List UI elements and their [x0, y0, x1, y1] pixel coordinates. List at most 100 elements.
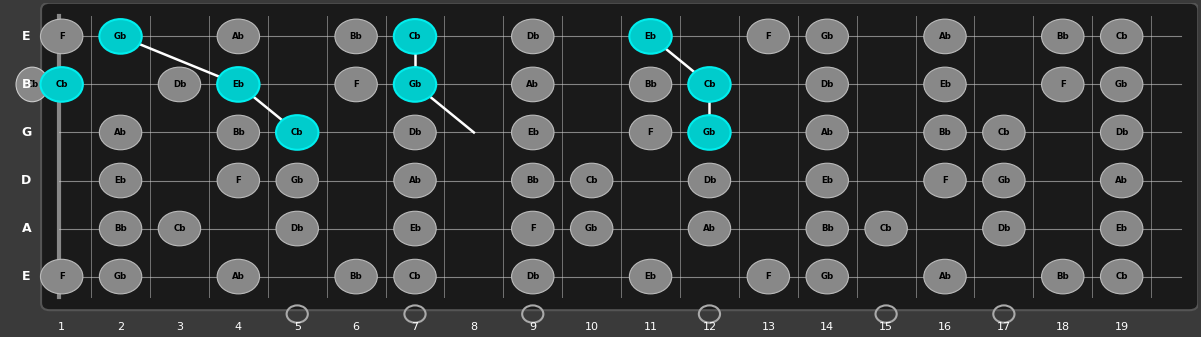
Text: Gb: Gb [408, 80, 422, 89]
Text: Gb: Gb [820, 272, 833, 281]
Text: Gb: Gb [703, 128, 716, 137]
Text: 2: 2 [116, 322, 124, 332]
Text: Gb: Gb [114, 32, 127, 41]
Ellipse shape [512, 163, 554, 198]
Ellipse shape [688, 211, 730, 246]
Text: Cb: Cb [585, 176, 598, 185]
Text: Eb: Eb [410, 224, 422, 233]
Ellipse shape [982, 163, 1026, 198]
Text: Eb: Eb [232, 80, 244, 89]
Text: Eb: Eb [645, 272, 657, 281]
Ellipse shape [394, 259, 436, 294]
Ellipse shape [217, 115, 259, 150]
Text: Bb: Bb [939, 128, 951, 137]
Text: Bb: Bb [349, 32, 363, 41]
Text: Ab: Ab [703, 224, 716, 233]
Text: Eb: Eb [821, 176, 833, 185]
Ellipse shape [100, 211, 142, 246]
Text: E: E [22, 270, 30, 283]
Ellipse shape [924, 19, 966, 54]
Text: Cb: Cb [408, 32, 422, 41]
Text: F: F [235, 176, 241, 185]
Ellipse shape [747, 259, 789, 294]
Ellipse shape [276, 211, 318, 246]
Text: Cb: Cb [55, 80, 68, 89]
Ellipse shape [394, 163, 436, 198]
Text: F: F [59, 32, 65, 41]
Text: Eb: Eb [527, 128, 539, 137]
Text: Bb: Bb [526, 176, 539, 185]
Ellipse shape [747, 19, 789, 54]
Text: 17: 17 [997, 322, 1011, 332]
Ellipse shape [688, 163, 730, 198]
Text: Gb: Gb [114, 272, 127, 281]
Text: Ab: Ab [232, 272, 245, 281]
Text: Gb: Gb [585, 224, 598, 233]
Ellipse shape [276, 115, 318, 150]
Ellipse shape [629, 67, 671, 102]
Text: Cb: Cb [1116, 32, 1128, 41]
Text: Ab: Ab [938, 32, 951, 41]
Text: Ab: Ab [408, 176, 422, 185]
Text: Db: Db [703, 176, 716, 185]
Text: 10: 10 [585, 322, 598, 332]
Text: Eb: Eb [114, 176, 126, 185]
Ellipse shape [806, 163, 848, 198]
Ellipse shape [806, 67, 848, 102]
Ellipse shape [335, 19, 377, 54]
Text: Db: Db [997, 224, 1010, 233]
Text: Bb: Bb [820, 224, 833, 233]
Text: G: G [22, 126, 31, 139]
Ellipse shape [512, 259, 554, 294]
Text: F: F [765, 272, 771, 281]
Ellipse shape [159, 211, 201, 246]
Text: Db: Db [1115, 128, 1129, 137]
Text: Cb: Cb [408, 272, 422, 281]
FancyBboxPatch shape [41, 3, 1199, 310]
Ellipse shape [512, 211, 554, 246]
Ellipse shape [217, 163, 259, 198]
Ellipse shape [806, 211, 848, 246]
Text: Ab: Ab [1116, 176, 1128, 185]
Ellipse shape [100, 19, 142, 54]
Ellipse shape [806, 115, 848, 150]
Text: F: F [59, 272, 65, 281]
Ellipse shape [217, 19, 259, 54]
Ellipse shape [1100, 67, 1143, 102]
Text: Db: Db [408, 128, 422, 137]
Ellipse shape [512, 67, 554, 102]
Text: Ab: Ab [820, 128, 833, 137]
Ellipse shape [982, 115, 1026, 150]
Ellipse shape [217, 67, 259, 102]
Ellipse shape [394, 19, 436, 54]
Text: 3: 3 [175, 322, 183, 332]
Text: Bb: Bb [1057, 272, 1069, 281]
Text: 6: 6 [353, 322, 359, 332]
Text: 5: 5 [294, 322, 300, 332]
Text: Eb: Eb [1116, 224, 1128, 233]
Text: Eb: Eb [939, 80, 951, 89]
Ellipse shape [1041, 67, 1085, 102]
Text: 1: 1 [58, 322, 65, 332]
Text: Gb: Gb [291, 176, 304, 185]
Ellipse shape [1041, 19, 1085, 54]
Ellipse shape [629, 259, 671, 294]
Text: E: E [22, 30, 30, 43]
Text: 19: 19 [1115, 322, 1129, 332]
Text: 14: 14 [820, 322, 835, 332]
Ellipse shape [629, 115, 671, 150]
Text: Bb: Bb [232, 128, 245, 137]
Ellipse shape [688, 115, 730, 150]
Ellipse shape [394, 115, 436, 150]
Ellipse shape [1100, 115, 1143, 150]
Text: Ab: Ab [114, 128, 127, 137]
Ellipse shape [629, 19, 671, 54]
Ellipse shape [335, 259, 377, 294]
Text: Bb: Bb [114, 224, 127, 233]
Text: F: F [353, 80, 359, 89]
Ellipse shape [394, 67, 436, 102]
Text: Db: Db [291, 224, 304, 233]
Ellipse shape [276, 163, 318, 198]
Text: Bb: Bb [1057, 32, 1069, 41]
Ellipse shape [924, 67, 966, 102]
